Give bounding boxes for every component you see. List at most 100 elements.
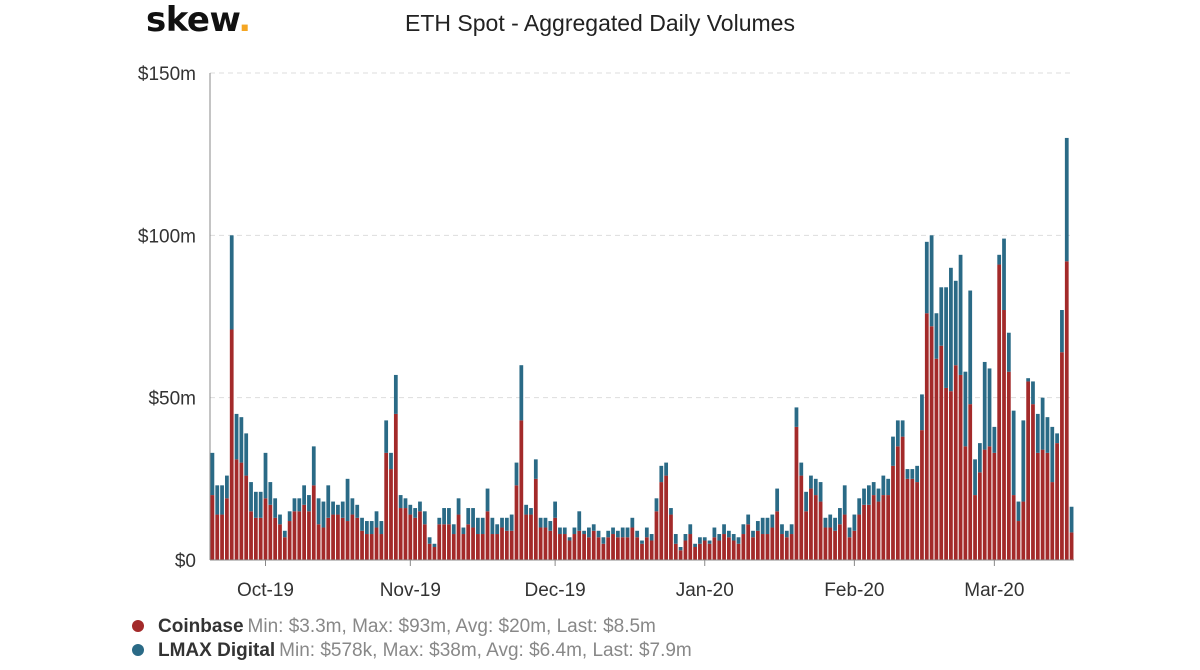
bar-lmax-digital: [611, 527, 615, 535]
bar-coinbase: [746, 524, 751, 560]
bar-lmax-digital: [447, 508, 451, 525]
bar-coinbase: [403, 508, 408, 560]
bar-lmax-digital: [780, 524, 784, 535]
bar-lmax-digital: [640, 540, 644, 544]
bar-lmax-digital: [263, 452, 268, 499]
bar-coinbase: [393, 413, 398, 560]
bar-coinbase: [862, 504, 866, 560]
bar-lmax-digital: [838, 508, 842, 525]
bar-lmax-digital: [408, 504, 413, 515]
bar-coinbase: [683, 540, 688, 560]
bar-lmax-digital: [1035, 413, 1040, 453]
bar-coinbase: [1006, 371, 1011, 560]
bar-coinbase: [915, 482, 920, 560]
bar-lmax-digital: [664, 462, 669, 476]
bar-lmax-digital: [331, 501, 335, 515]
bar-coinbase: [360, 530, 364, 560]
bar-coinbase: [770, 527, 775, 560]
bar-coinbase: [1045, 452, 1050, 560]
bar-coinbase: [480, 534, 485, 560]
bar-lmax-digital: [384, 420, 389, 453]
bar-coinbase: [842, 514, 847, 560]
bar-coinbase: [239, 462, 244, 560]
bar-coinbase: [282, 537, 287, 560]
bar-lmax-digital: [403, 498, 408, 509]
bar-lmax-digital: [229, 235, 234, 330]
bar-coinbase: [944, 387, 948, 560]
bar-coinbase: [422, 524, 427, 560]
legend-item-coinbase[interactable]: Coinbase Min: $3.3m, Max: $93m, Avg: $20m…: [132, 616, 656, 638]
bar-lmax-digital: [461, 527, 466, 535]
bar-coinbase: [669, 514, 673, 560]
bar-coinbase: [437, 524, 442, 560]
bar-lmax-digital: [432, 543, 437, 548]
bar-coinbase: [977, 472, 982, 560]
bar-coinbase: [355, 517, 360, 560]
bar-coinbase: [500, 527, 504, 560]
bar-lmax-digital: [336, 504, 340, 515]
bar-coinbase: [920, 430, 924, 560]
bar-coinbase: [625, 537, 630, 560]
bar-lmax-digital: [789, 524, 794, 535]
x-tick-label: Jan-20: [676, 580, 734, 601]
y-tick-label: $50m: [148, 389, 196, 410]
bar-lmax-digital: [422, 511, 427, 525]
bar-lmax-digital: [977, 443, 982, 473]
bar-lmax-digital: [220, 485, 224, 515]
bar-lmax-digital: [562, 527, 567, 535]
bar-lmax-digital: [364, 521, 369, 535]
bar-lmax-digital: [1002, 238, 1006, 311]
bar-lmax-digital: [538, 517, 543, 528]
bar-lmax-digital: [775, 488, 780, 512]
bar-coinbase: [215, 514, 220, 560]
bar-lmax-digital: [210, 452, 215, 496]
bar-lmax-digital: [582, 530, 586, 535]
bar-coinbase: [813, 495, 818, 560]
bar-lmax-digital: [606, 530, 611, 538]
bar-lmax-digital: [982, 361, 987, 450]
bar-coinbase: [804, 511, 808, 560]
bar-lmax-digital: [818, 482, 823, 502]
bar-lmax-digital: [958, 254, 963, 375]
bar-lmax-digital: [1026, 378, 1031, 382]
bar-lmax-digital: [369, 521, 374, 535]
bar-coinbase: [572, 534, 577, 560]
bar-coinbase: [321, 527, 326, 560]
bar-lmax-digital: [393, 374, 398, 414]
bar-coinbase: [311, 485, 316, 560]
bar-coinbase: [408, 514, 413, 560]
bar-lmax-digital: [273, 498, 278, 518]
bar-lmax-digital: [278, 514, 282, 525]
bar-coinbase: [529, 514, 533, 560]
bar-coinbase: [809, 488, 813, 560]
bar-coinbase: [910, 478, 915, 560]
bar-coinbase: [379, 534, 384, 560]
bar-coinbase: [287, 521, 292, 560]
bar-coinbase: [432, 547, 437, 560]
bar-lmax-digital: [736, 537, 741, 544]
bar-coinbase: [640, 543, 644, 560]
bar-lmax-digital: [533, 459, 538, 479]
bar-lmax-digital: [360, 517, 364, 531]
bar-lmax-digital: [500, 517, 504, 528]
bar-coinbase: [587, 537, 591, 560]
bar-lmax-digital: [654, 498, 659, 512]
legend-item-lmax-digital[interactable]: LMAX Digital Min: $578k, Max: $38m, Avg: …: [132, 640, 692, 662]
bar-coinbase: [384, 452, 389, 560]
bar-coinbase: [258, 517, 263, 560]
bar-lmax-digital: [307, 495, 311, 512]
x-tick-label: Feb-20: [824, 580, 884, 601]
bar-lmax-digital: [1045, 417, 1050, 453]
bar-lmax-digital: [451, 524, 456, 535]
bar-lmax-digital: [379, 521, 384, 535]
bar-coinbase: [784, 537, 789, 560]
y-tick-label: $0: [175, 551, 196, 572]
coinbase-legend-dot: [132, 619, 144, 632]
bar-lmax-digital: [997, 254, 1002, 265]
bar-coinbase: [524, 514, 529, 560]
bar-coinbase: [939, 345, 944, 560]
bar-lmax-digital: [809, 475, 813, 489]
bar-lmax-digital: [635, 530, 640, 538]
bar-coinbase: [707, 543, 712, 560]
bar-coinbase: [292, 511, 297, 560]
